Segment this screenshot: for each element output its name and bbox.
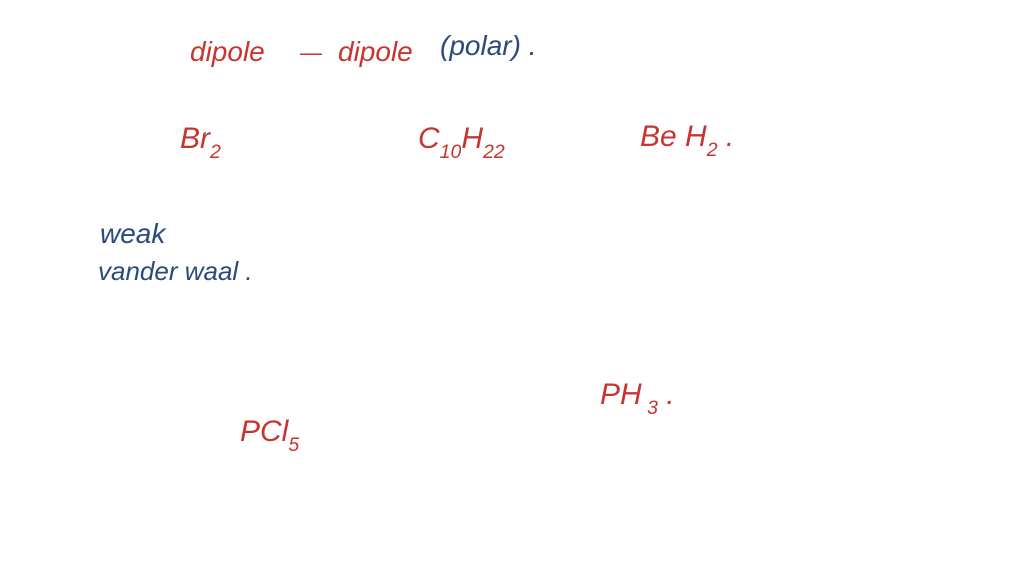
formula-br2: Br2 [180,122,221,161]
beh2-sub: 2 [707,139,718,161]
c10h22-c: C [418,122,440,155]
c10h22-22: 22 [483,141,505,163]
pcl5-sub: 5 [288,434,299,456]
ph3-punct: . [658,378,675,411]
br2-sub: 2 [210,141,221,163]
beh2-main: Be H [640,120,707,153]
c10h22-10: 10 [440,141,462,163]
label-weak: weak [100,218,165,250]
br2-main: Br [180,122,210,155]
pcl5-main: PCl [240,415,288,448]
formula-beh2: Be H2 . [640,120,734,159]
title-dipole-2: dipole [338,36,413,68]
ph3-sub: 3 [642,397,658,419]
c10h22-h: H [461,122,483,155]
formula-c10h22: C10H22 [418,122,505,161]
ph3-main: PH [600,378,642,411]
label-vanderwaal: vander waal . [98,256,253,287]
formula-ph3: PH 3 . [600,378,675,417]
title-dipole-1: dipole [190,36,265,68]
title-dash: — [300,40,322,66]
title-polar: (polar) . [440,30,536,62]
beh2-punct: . [718,120,735,153]
formula-pcl5: PCl5 [240,415,299,454]
